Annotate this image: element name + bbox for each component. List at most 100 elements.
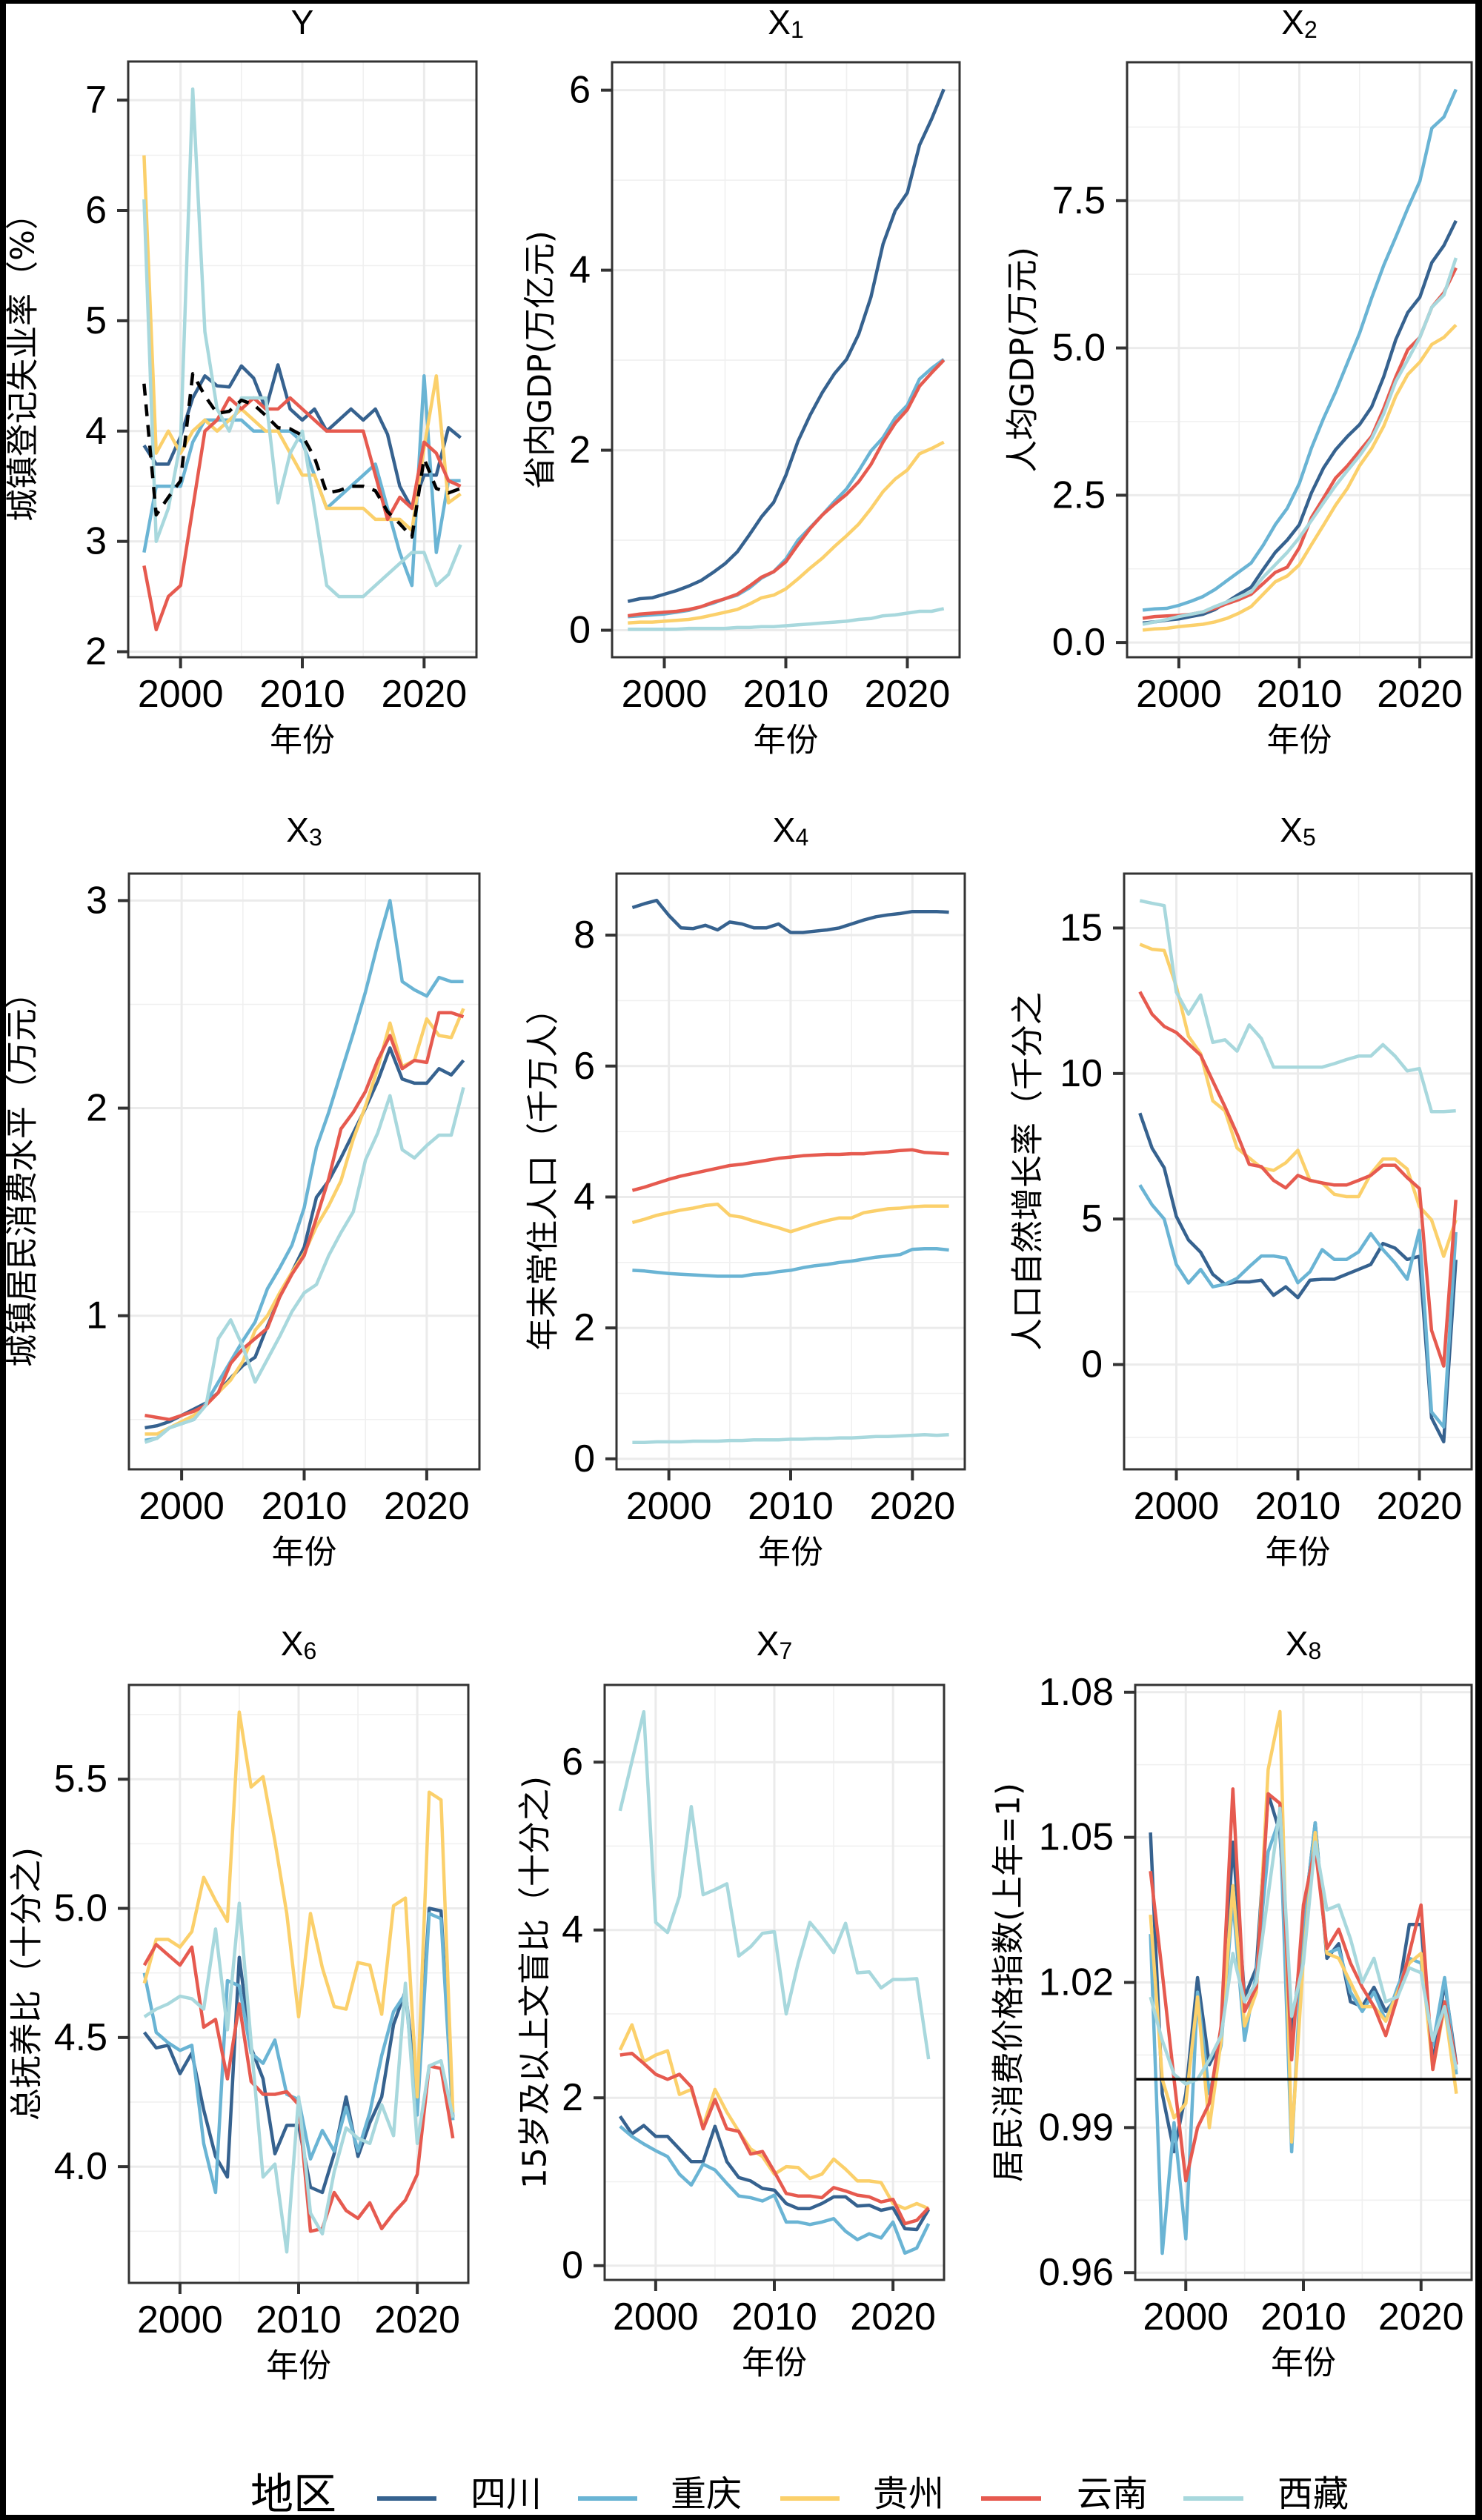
y-axis-title: 人均GDP(万元)	[1004, 247, 1042, 473]
y-axis-title: 15岁及以上文盲比（十分之)	[516, 1776, 554, 2189]
line-sichuan	[142, 363, 462, 511]
y-tick-label: 0.0	[1052, 621, 1106, 664]
x-tick-label: 2010	[1260, 2295, 1346, 2338]
panel-title-subscript: 2	[1304, 16, 1317, 43]
y-axis-title: 居民消费价格指数(上年=1)	[990, 1783, 1028, 2182]
legend-label: 重庆	[671, 2473, 742, 2515]
y-tick-label: 2	[86, 1087, 107, 1130]
y-tick-label: 4.5	[54, 2016, 107, 2059]
panel-x8: 0.96 0.99 1.02 1.05 1.08 2000 2010 2020 X8 年份 居民消费…	[990, 1624, 1473, 2382]
x-tick-label: 2010	[262, 1485, 348, 1528]
panel-title: X8	[1286, 1624, 1321, 1664]
x-axis-title: 年份	[1266, 1534, 1331, 1572]
panel-title-subscript: 5	[1303, 824, 1316, 851]
panel-title: X3	[286, 811, 322, 851]
x-axis-title: 年份	[270, 722, 335, 759]
line-guizhou	[1139, 942, 1458, 1258]
panel-y: 2 3 4 5 6 7 2000 2010 2020 Y 年份 城镇登记失业率（%）	[4, 3, 478, 759]
y-axis-title: 总抚养比（十分之)	[8, 1847, 46, 2121]
gridlines	[1124, 874, 1472, 1469]
y-tick-label: 7	[85, 79, 107, 122]
line-xizang	[143, 1901, 455, 2254]
gridlines	[129, 874, 479, 1469]
y-tick-label: 8	[574, 914, 595, 957]
y-tick-label: 0	[574, 1437, 595, 1480]
line-xizang	[1139, 899, 1456, 1114]
y-tick-label: 0	[569, 609, 591, 652]
y-tick-label: 2	[574, 1306, 595, 1349]
line-yunnan	[619, 2051, 930, 2226]
series-lines	[1138, 899, 1458, 1443]
y-tick-label: 3	[85, 520, 107, 563]
y-axis-title: 城镇居民消费水平（万元）	[4, 976, 41, 1367]
panel-title-subscript: 4	[795, 824, 808, 851]
legend-item-sichuan: 四川	[377, 2473, 542, 2515]
x-tick-label: 2020	[850, 2295, 936, 2338]
panel-title: X7	[757, 1624, 792, 1664]
line-sichuan	[144, 1046, 465, 1430]
legend-item-yunnan: 云南	[981, 2473, 1148, 2515]
y-tick-label: 0.99	[1039, 2106, 1114, 2149]
y-tick-label: 4	[85, 410, 107, 453]
legend-item-guizhou: 贵州	[780, 2473, 944, 2515]
line-chongqing	[1142, 88, 1458, 612]
line-guizhou	[631, 1202, 949, 1234]
y-tick-label: 4	[574, 1175, 595, 1218]
legend-title: 地区	[250, 2469, 336, 2519]
series-lines	[631, 898, 949, 1445]
gridlines	[612, 62, 960, 657]
y-axis-title: 省内GDP(万亿元)	[522, 230, 559, 489]
panel-title: X4	[773, 811, 808, 851]
x-tick-label: 2020	[384, 1485, 470, 1528]
panel-title-subscript: 6	[303, 1638, 316, 1664]
y-tick-label: 5	[85, 299, 107, 342]
line-guizhou	[1142, 324, 1458, 632]
line-yunnan	[142, 396, 462, 632]
panel-x1: 0 2 4 6 2000 2010 2020 X1 年份 省内GDP(万亿元)	[522, 3, 961, 759]
panel-title-main: X	[1281, 3, 1304, 41]
panel-x2: 0.0 2.5 5.0 7.5 2000 2010 2020 X2 年份 人均GDP(万元)	[1004, 3, 1473, 759]
series-lines	[627, 88, 946, 631]
x-axis-title: 年份	[1267, 722, 1332, 759]
panel-x7: 0 2 4 6 2000 2010 2020 X7 年份 15岁及以上文盲比（十分之)	[516, 1624, 946, 2382]
panel-title-subscript: 1	[791, 16, 804, 43]
series-lines	[142, 87, 462, 632]
x-tick-label: 2000	[1136, 673, 1222, 716]
x-tick-label: 2010	[256, 2298, 342, 2341]
line-guizhou	[628, 440, 945, 625]
legend: 地区 四川 重庆 贵州 云南 西藏	[250, 2469, 1349, 2519]
line-sichuan	[1138, 1112, 1458, 1443]
x-tick-label: 2020	[869, 1485, 955, 1528]
line-chongqing	[1138, 1184, 1458, 1429]
panel-title: X5	[1280, 811, 1315, 851]
line-yunnan	[144, 1011, 465, 1422]
line-xizang	[144, 1086, 465, 1444]
x-axis-title: 年份	[758, 1534, 823, 1572]
series-lines	[144, 899, 465, 1444]
y-tick-label: 6	[85, 189, 107, 232]
line-xizang	[628, 607, 945, 631]
y-tick-label: 1	[86, 1294, 107, 1337]
line-guizhou	[142, 155, 462, 533]
y-tick-label: 0	[562, 2244, 583, 2287]
panel-title-main: X	[768, 3, 791, 41]
panel-title: X2	[1281, 3, 1317, 43]
line-sichuan	[627, 88, 946, 603]
x-tick-label: 2010	[1257, 673, 1343, 716]
panel-title: X6	[281, 1624, 316, 1664]
y-tick-label: 1.05	[1039, 1816, 1114, 1859]
y-tick-label: 10	[1060, 1052, 1103, 1095]
panel-title-subscript: 8	[1308, 1638, 1321, 1664]
panel-title-subscript: 7	[779, 1638, 792, 1664]
y-tick-label: 2	[569, 429, 591, 472]
y-tick-label: 4	[569, 249, 591, 292]
x-axis-title: 年份	[742, 2344, 807, 2382]
x-tick-label: 2000	[138, 673, 224, 716]
gridlines	[128, 61, 476, 657]
x-tick-label: 2000	[139, 1485, 225, 1528]
x-tick-label: 2000	[622, 673, 708, 716]
